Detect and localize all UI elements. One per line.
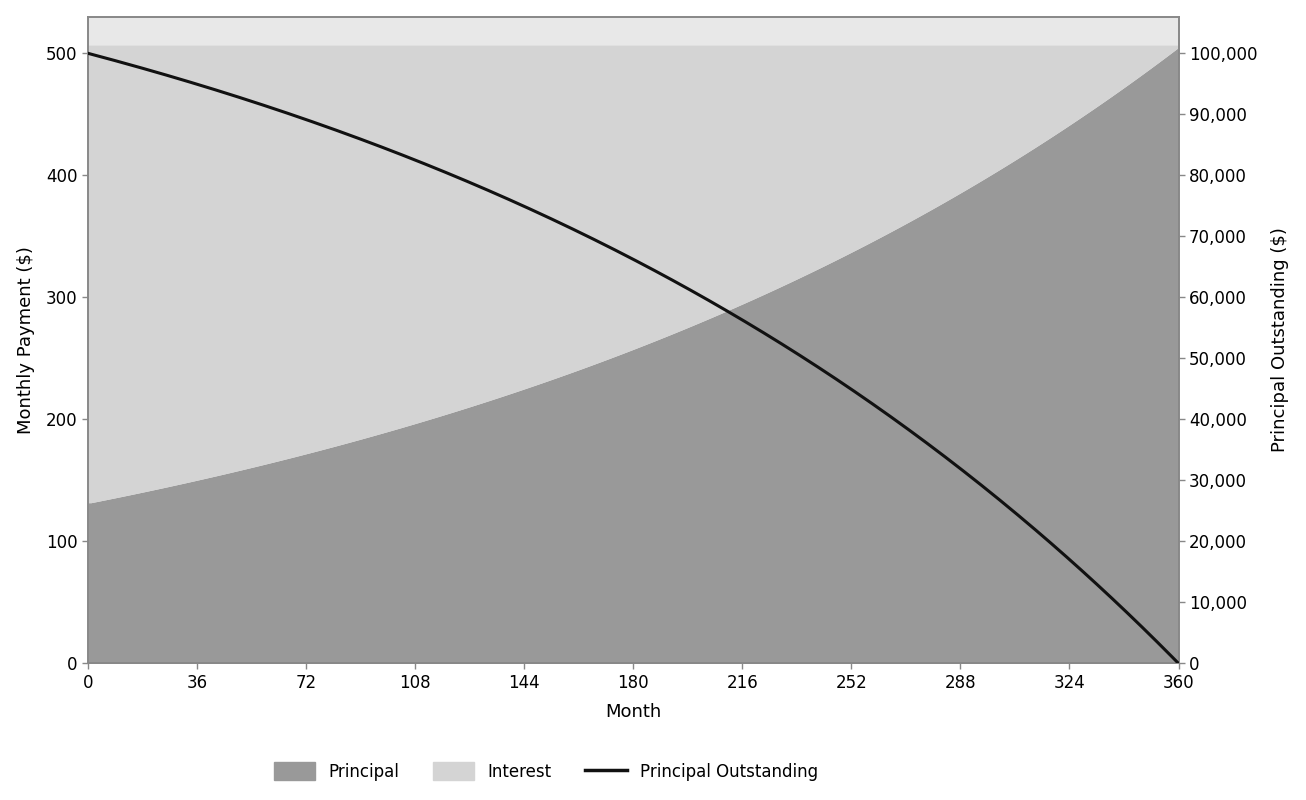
Y-axis label: Monthly Payment ($): Monthly Payment ($) — [17, 246, 35, 434]
Y-axis label: Principal Outstanding ($): Principal Outstanding ($) — [1271, 228, 1289, 453]
X-axis label: Month: Month — [605, 703, 661, 721]
Legend: Principal, Interest, Principal Outstanding: Principal, Interest, Principal Outstandi… — [266, 756, 825, 787]
